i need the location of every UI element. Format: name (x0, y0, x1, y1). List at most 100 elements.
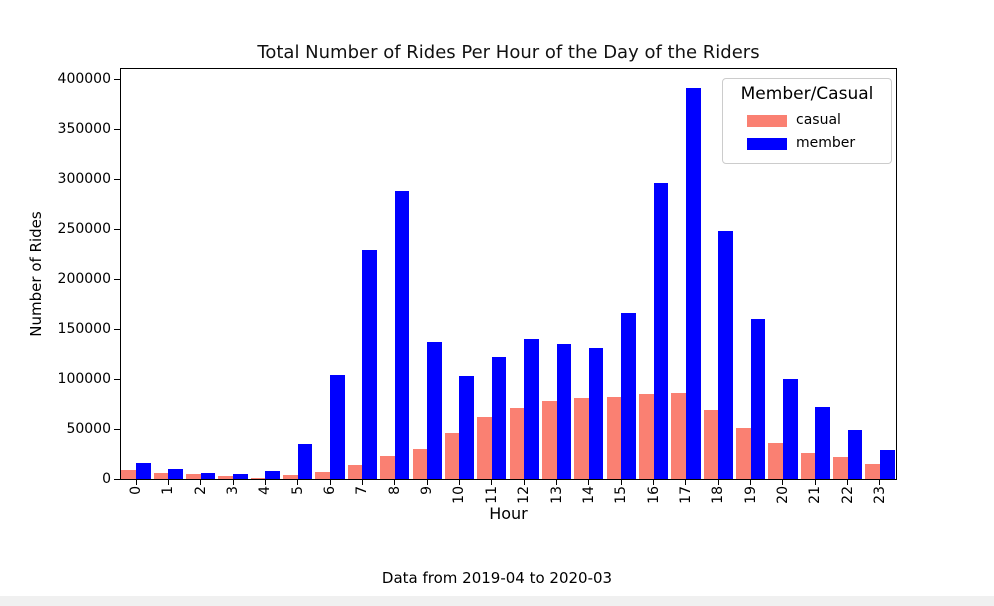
bar-casual-hour-12 (509, 408, 525, 479)
x-axis-tick-label: 17 (677, 486, 694, 504)
y-axis-tick (114, 78, 120, 80)
bar-casual-hour-18 (703, 409, 719, 479)
x-axis-tick-label: 7 (354, 486, 371, 495)
x-axis-tick-label: 15 (613, 486, 630, 504)
y-axis-tick (114, 228, 120, 230)
bar-member-hour-2 (200, 473, 216, 479)
bar-casual-hour-6 (315, 471, 331, 479)
bar-member-hour-14 (588, 348, 604, 479)
bar-member-hour-16 (653, 183, 669, 479)
bar-casual-hour-9 (412, 449, 428, 479)
x-axis-tick-label: 9 (419, 486, 436, 495)
bar-casual-hour-14 (574, 398, 589, 479)
y-axis-tick (114, 378, 120, 380)
bar-casual-hour-23 (865, 464, 880, 479)
y-axis-label: Number of Rides (27, 211, 45, 337)
bar-member-hour-7 (362, 249, 378, 479)
plot-area: Member/Casual casual member 0 50000 100000 1… (58, 68, 897, 504)
bar-casual-hour-15 (606, 396, 622, 479)
bar-member-hour-22 (847, 430, 863, 479)
bar-member-hour-3 (233, 473, 248, 479)
legend-items: casual member (731, 109, 883, 155)
x-axis-tick-label: 21 (807, 486, 824, 504)
bar-member-hour-5 (297, 444, 313, 479)
chart-title: Total Number of Rides Per Hour of the Da… (257, 42, 760, 63)
bar-member-hour-1 (168, 468, 183, 479)
legend-item-label: casual (796, 112, 841, 128)
x-axis-tick (847, 480, 849, 485)
x-axis-tick (167, 480, 169, 485)
x-axis-tick-label: 10 (451, 486, 468, 504)
bar-member-hour-18 (718, 231, 733, 479)
bar-casual-hour-19 (736, 427, 751, 479)
x-axis-tick (297, 480, 299, 485)
x-axis-tick-label: 16 (645, 486, 662, 504)
x-axis-tick (620, 480, 622, 485)
bar-member-hour-23 (879, 449, 895, 479)
x-axis-tick (879, 480, 881, 485)
bar-casual-hour-21 (800, 453, 816, 479)
bar-casual-hour-20 (768, 443, 783, 479)
y-axis-tick (114, 178, 120, 180)
bar-casual-hour-1 (153, 472, 169, 479)
x-axis-tick-label: 12 (516, 486, 533, 504)
x-axis-tick (329, 480, 331, 485)
bar-casual-hour-13 (541, 401, 557, 479)
x-axis-tick-label: 5 (289, 486, 306, 495)
x-axis-tick-label: 20 (774, 486, 791, 504)
x-axis-tick (264, 480, 266, 485)
bar-casual-hour-10 (444, 433, 460, 479)
bar-member-hour-10 (459, 376, 475, 479)
x-axis-tick (814, 480, 816, 485)
x-axis-tick-label: 8 (386, 486, 403, 495)
bar-casual-hour-11 (477, 417, 492, 479)
bar-casual-hour-7 (347, 464, 363, 479)
y-axis-tick (114, 128, 120, 130)
x-axis-tick-label: 14 (580, 486, 597, 504)
bar-casual-hour-16 (638, 393, 654, 479)
legend: Member/Casual casual member (722, 78, 892, 164)
bar-casual-hour-22 (833, 457, 848, 479)
legend-item-label: member (796, 135, 856, 151)
bar-member-hour-19 (750, 319, 766, 479)
y-axis-tick-label: 100000 (57, 371, 111, 387)
bar-member-hour-21 (815, 407, 830, 479)
x-axis-tick-label: 13 (548, 486, 565, 504)
bar-member-hour-4 (265, 471, 280, 479)
figure-caption: Data from 2019-04 to 2020-03 (381, 569, 613, 587)
member-color-swatch (747, 137, 787, 150)
y-axis-tick-label: 350000 (57, 121, 111, 137)
x-axis-tick-label: 18 (710, 486, 727, 504)
casual-color-swatch (747, 114, 787, 127)
horizontal-scrollbar-track[interactable] (0, 596, 994, 606)
x-axis-tick-label: 11 (483, 486, 500, 504)
bar-casual-hour-5 (283, 474, 298, 479)
y-axis-tick (114, 328, 120, 330)
x-axis-label: Hour (489, 504, 528, 523)
bar-member-hour-8 (394, 191, 410, 479)
x-axis-tick (361, 480, 363, 485)
y-axis-tick-label: 200000 (57, 271, 111, 287)
bar-member-hour-0 (136, 463, 151, 479)
bar-member-hour-11 (491, 357, 507, 479)
bar-member-hour-13 (556, 344, 572, 479)
bar-casual-hour-17 (671, 392, 686, 479)
y-axis-tick (114, 478, 120, 480)
x-axis-tick-label: 0 (128, 486, 144, 495)
bar-casual-hour-8 (380, 456, 395, 479)
x-axis-tick (491, 480, 493, 485)
legend-title: Member/Casual (740, 84, 874, 104)
x-axis-tick (200, 480, 202, 485)
x-axis-tick (135, 480, 137, 485)
bar-member-hour-9 (427, 342, 442, 479)
x-axis-tick (717, 480, 719, 485)
y-axis-tick-label: 300000 (57, 171, 111, 187)
x-axis-tick (523, 480, 525, 485)
x-axis-tick-label: 22 (839, 486, 856, 504)
x-axis-tick (394, 480, 396, 485)
x-axis-tick-label: 23 (871, 486, 888, 504)
x-axis-tick (750, 480, 752, 485)
y-axis-tick-label: 400000 (57, 71, 111, 87)
x-axis-tick (426, 480, 428, 485)
